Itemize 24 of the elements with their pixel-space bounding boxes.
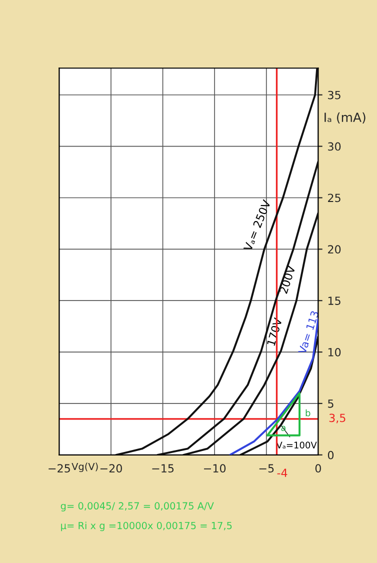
ref-line-label: 3,5 xyxy=(329,414,346,424)
annotation: Vₐ= 250V xyxy=(243,199,272,252)
y-tick-label: 30 xyxy=(328,142,341,151)
x-tick-label: −20 xyxy=(100,464,122,473)
y-tick-label: 20 xyxy=(328,245,341,254)
y-tick-label: 15 xyxy=(328,296,340,305)
y-tick-label: 35 xyxy=(328,90,340,100)
y-tick-label: 0 xyxy=(328,450,334,460)
x-tick-label: −10 xyxy=(204,464,226,473)
x-tick-label: 0 xyxy=(315,464,321,473)
text: µ= Ri x g =10000x 0,00175 = 17,5 xyxy=(61,522,232,532)
text: g= 0,0045/ 2,57 = 0,00175 A/V xyxy=(60,502,214,512)
x-tick-label: −15 xyxy=(152,464,174,473)
annotation: b xyxy=(306,409,310,416)
y-tick-label: 10 xyxy=(328,348,341,356)
y-axis-title: Iₐ (mA) xyxy=(324,112,366,124)
text: Va= 113 xyxy=(298,310,319,355)
x-tick-label: −25 xyxy=(48,464,70,473)
y-tick-label: 25 xyxy=(328,194,340,202)
annotation: Vₐ=100V xyxy=(276,442,317,449)
x-axis-title: Vg(V) xyxy=(72,462,98,472)
y-tick-label: 5 xyxy=(328,400,334,408)
x-tick-label: −5 xyxy=(259,464,274,473)
ref-line-label: -4 xyxy=(277,468,288,477)
